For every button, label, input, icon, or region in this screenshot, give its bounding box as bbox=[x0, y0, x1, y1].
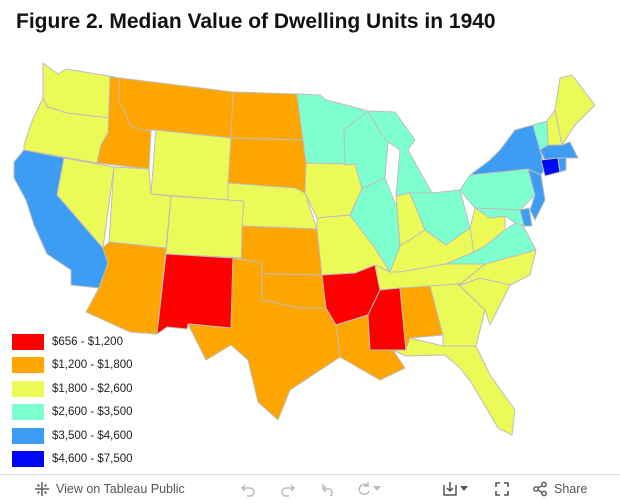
legend-swatch bbox=[12, 333, 44, 350]
tableau-toolbar: View on Tableau Public Share bbox=[0, 474, 620, 503]
state-WY[interactable] bbox=[150, 129, 232, 201]
legend-label: $1,800 - $2,600 bbox=[52, 382, 133, 395]
state-CO[interactable] bbox=[165, 195, 245, 259]
state-CT[interactable] bbox=[540, 157, 561, 177]
legend-item[interactable]: $2,600 - $3,500 bbox=[12, 401, 182, 425]
state-DE[interactable] bbox=[519, 207, 533, 227]
page-title: Figure 2. Median Value of Dwelling Units… bbox=[16, 10, 496, 33]
revert-icon[interactable] bbox=[318, 479, 338, 499]
us-states-svg[interactable] bbox=[0, 50, 620, 470]
share-icon bbox=[530, 479, 550, 499]
state-NM[interactable] bbox=[156, 253, 234, 335]
state-FL[interactable] bbox=[392, 337, 516, 436]
legend-swatch bbox=[12, 357, 44, 374]
legend-item[interactable]: $1,200 - $1,800 bbox=[12, 354, 182, 378]
legend-swatch bbox=[12, 404, 44, 421]
legend-label: $3,500 - $4,600 bbox=[52, 429, 133, 442]
state-ME[interactable] bbox=[554, 74, 596, 146]
us-map[interactable] bbox=[0, 50, 620, 470]
state-AL[interactable] bbox=[399, 285, 444, 351]
fullscreen-icon[interactable] bbox=[492, 479, 512, 499]
state-NY[interactable] bbox=[469, 124, 546, 176]
share-button[interactable]: Share bbox=[530, 479, 587, 499]
undo-icon[interactable] bbox=[238, 479, 258, 499]
legend-item[interactable]: $3,500 - $4,600 bbox=[12, 424, 182, 448]
legend-swatch bbox=[12, 380, 44, 397]
download-dropdown-icon[interactable] bbox=[459, 479, 469, 499]
legend-label: $1,200 - $1,800 bbox=[52, 359, 133, 372]
download-icon[interactable] bbox=[440, 479, 460, 499]
share-label: Share bbox=[554, 482, 588, 496]
view-on-tableau-link[interactable]: View on Tableau Public bbox=[32, 479, 185, 499]
tableau-logo-icon bbox=[32, 479, 52, 499]
legend-item[interactable]: $4,600 - $7,500 bbox=[12, 448, 182, 472]
legend-swatch bbox=[12, 427, 44, 444]
legend-item[interactable]: $1,800 - $2,600 bbox=[12, 377, 182, 401]
state-RI[interactable] bbox=[557, 157, 567, 173]
legend-label: $656 - $1,200 bbox=[52, 335, 123, 348]
state-ND[interactable] bbox=[230, 91, 304, 141]
refresh-icon[interactable] bbox=[354, 479, 374, 499]
legend-label: $2,600 - $3,500 bbox=[52, 406, 133, 419]
legend-item[interactable]: $656 - $1,200 bbox=[12, 330, 182, 354]
legend-swatch bbox=[12, 451, 44, 468]
redo-icon[interactable] bbox=[278, 479, 298, 499]
state-TX[interactable] bbox=[187, 257, 341, 421]
map-legend: $656 - $1,200 $1,200 - $1,800 $1,800 - $… bbox=[12, 330, 182, 471]
refresh-dropdown-icon[interactable] bbox=[372, 479, 382, 499]
view-on-tableau-label: View on Tableau Public bbox=[56, 482, 185, 496]
legend-label: $4,600 - $7,500 bbox=[52, 453, 133, 466]
